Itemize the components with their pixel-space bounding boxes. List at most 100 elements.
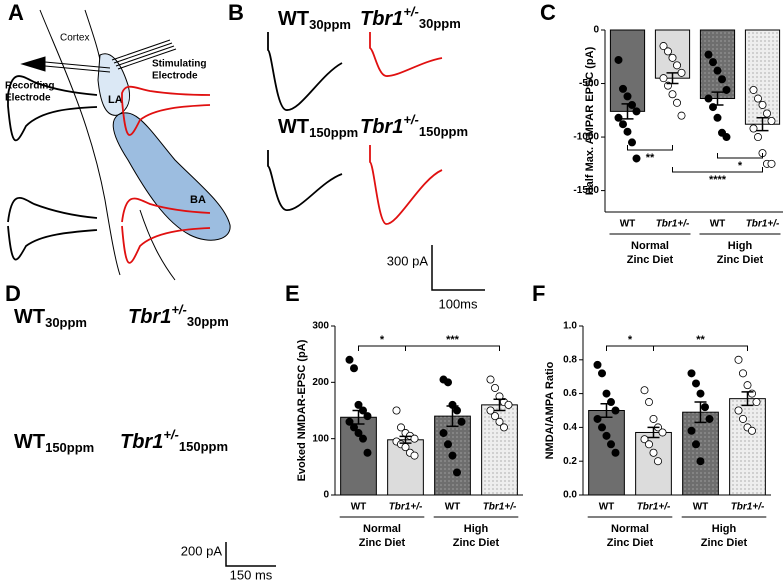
data-point [696,457,705,466]
panel-letter: F [532,281,545,306]
data-point [664,47,673,56]
annotation: **** [709,174,727,186]
stimulating-electrode [111,39,177,70]
panel-letter: E [285,281,300,306]
data-point [363,412,372,421]
group-label: Normal [363,523,401,535]
data-point [701,403,710,412]
data-point [704,94,713,103]
bar [635,431,672,496]
annotation: ** [646,152,655,164]
data-point [767,117,776,126]
data-point [692,379,701,388]
group-label: Zinc Diet [453,537,500,549]
data-point [452,406,461,415]
panel-letters: A B C D E F [5,0,556,306]
bar [699,29,736,100]
data-point [392,406,401,415]
data-point [628,100,637,109]
data-point [611,448,620,457]
data-point [490,383,499,392]
data-point [739,369,748,378]
panel-letter: D [5,281,21,306]
scale-label: 200 pA [181,543,223,558]
bar [744,29,781,125]
data-point [687,369,696,378]
data-point [486,375,495,384]
bracket [606,345,654,351]
data-point [704,50,713,59]
y-tick-label: 0.4 [563,422,577,433]
group-label: Zinc Diet [717,254,764,266]
dose: 150ppm [179,439,228,454]
x-tick-label: WT [599,502,615,513]
data-point [614,55,623,64]
data-point [354,429,363,438]
y-tick-label: -1500 [573,185,599,196]
x-tick-label: Tbr1+/- [483,502,517,513]
data-point [593,414,602,423]
dose: 30ppm [187,314,229,329]
trace [7,75,98,142]
x-tick-label: WT [710,219,726,230]
ba-region [112,112,231,241]
data-point [345,417,354,426]
superscript: +/- [403,4,419,19]
superscript: +/- [403,112,419,127]
dose: 150ppm [419,124,468,139]
trace-label: Tbr1+/-30ppm [360,4,461,31]
data-point [410,451,419,460]
data-point [410,434,419,443]
data-point [673,98,682,107]
error-bar [756,117,769,132]
y-tick-label: 0.6 [563,388,577,399]
data-point [495,417,504,426]
data-point [734,406,743,415]
label: Electrode [5,93,51,104]
trace-label: WT150ppm [14,431,94,455]
error-bar [352,409,365,425]
schematic [20,9,231,281]
annotation: ** [696,334,705,346]
y-tick-label: 300 [312,321,329,332]
genotype: Tbr1 [120,431,163,453]
data-point [739,414,748,423]
x-tick-label: WT [351,502,367,513]
arrow [20,56,46,72]
trace-label: Tbr1+/-30ppm [128,302,229,329]
genotype: WT [278,8,309,30]
data-point [607,440,616,449]
data-point [749,85,758,94]
y-tick-label: 0 [593,25,599,36]
data-point [354,400,363,409]
x-tick-label: WT [693,502,709,513]
data-point [632,154,641,163]
superscript: +/- [171,302,187,317]
group-label: Normal [611,523,649,535]
y-tick-label: 1.0 [563,321,577,332]
group-label: High [728,240,753,252]
data-point [734,355,743,364]
dose: 150ppm [45,440,94,455]
y-tick-label: -500 [579,78,599,89]
data-point [443,378,452,387]
annotation: * [628,334,633,346]
dose: 150ppm [309,125,358,140]
superscript: +/- [163,427,179,442]
group-label: Zinc Diet [701,537,748,549]
data-point [452,468,461,477]
data-point [439,429,448,438]
group-label: Zinc Diet [359,537,406,549]
data-point [687,426,696,435]
data-point [396,423,405,432]
group-label: Zinc Diet [607,537,654,549]
data-point [457,417,466,426]
y-tick-label: 0.2 [563,456,577,467]
data-point [623,127,632,136]
data-point [696,389,705,398]
genotype: WT [14,306,45,328]
label: Electrode [152,71,198,82]
group-label: High [464,523,489,535]
data-point [658,428,667,437]
